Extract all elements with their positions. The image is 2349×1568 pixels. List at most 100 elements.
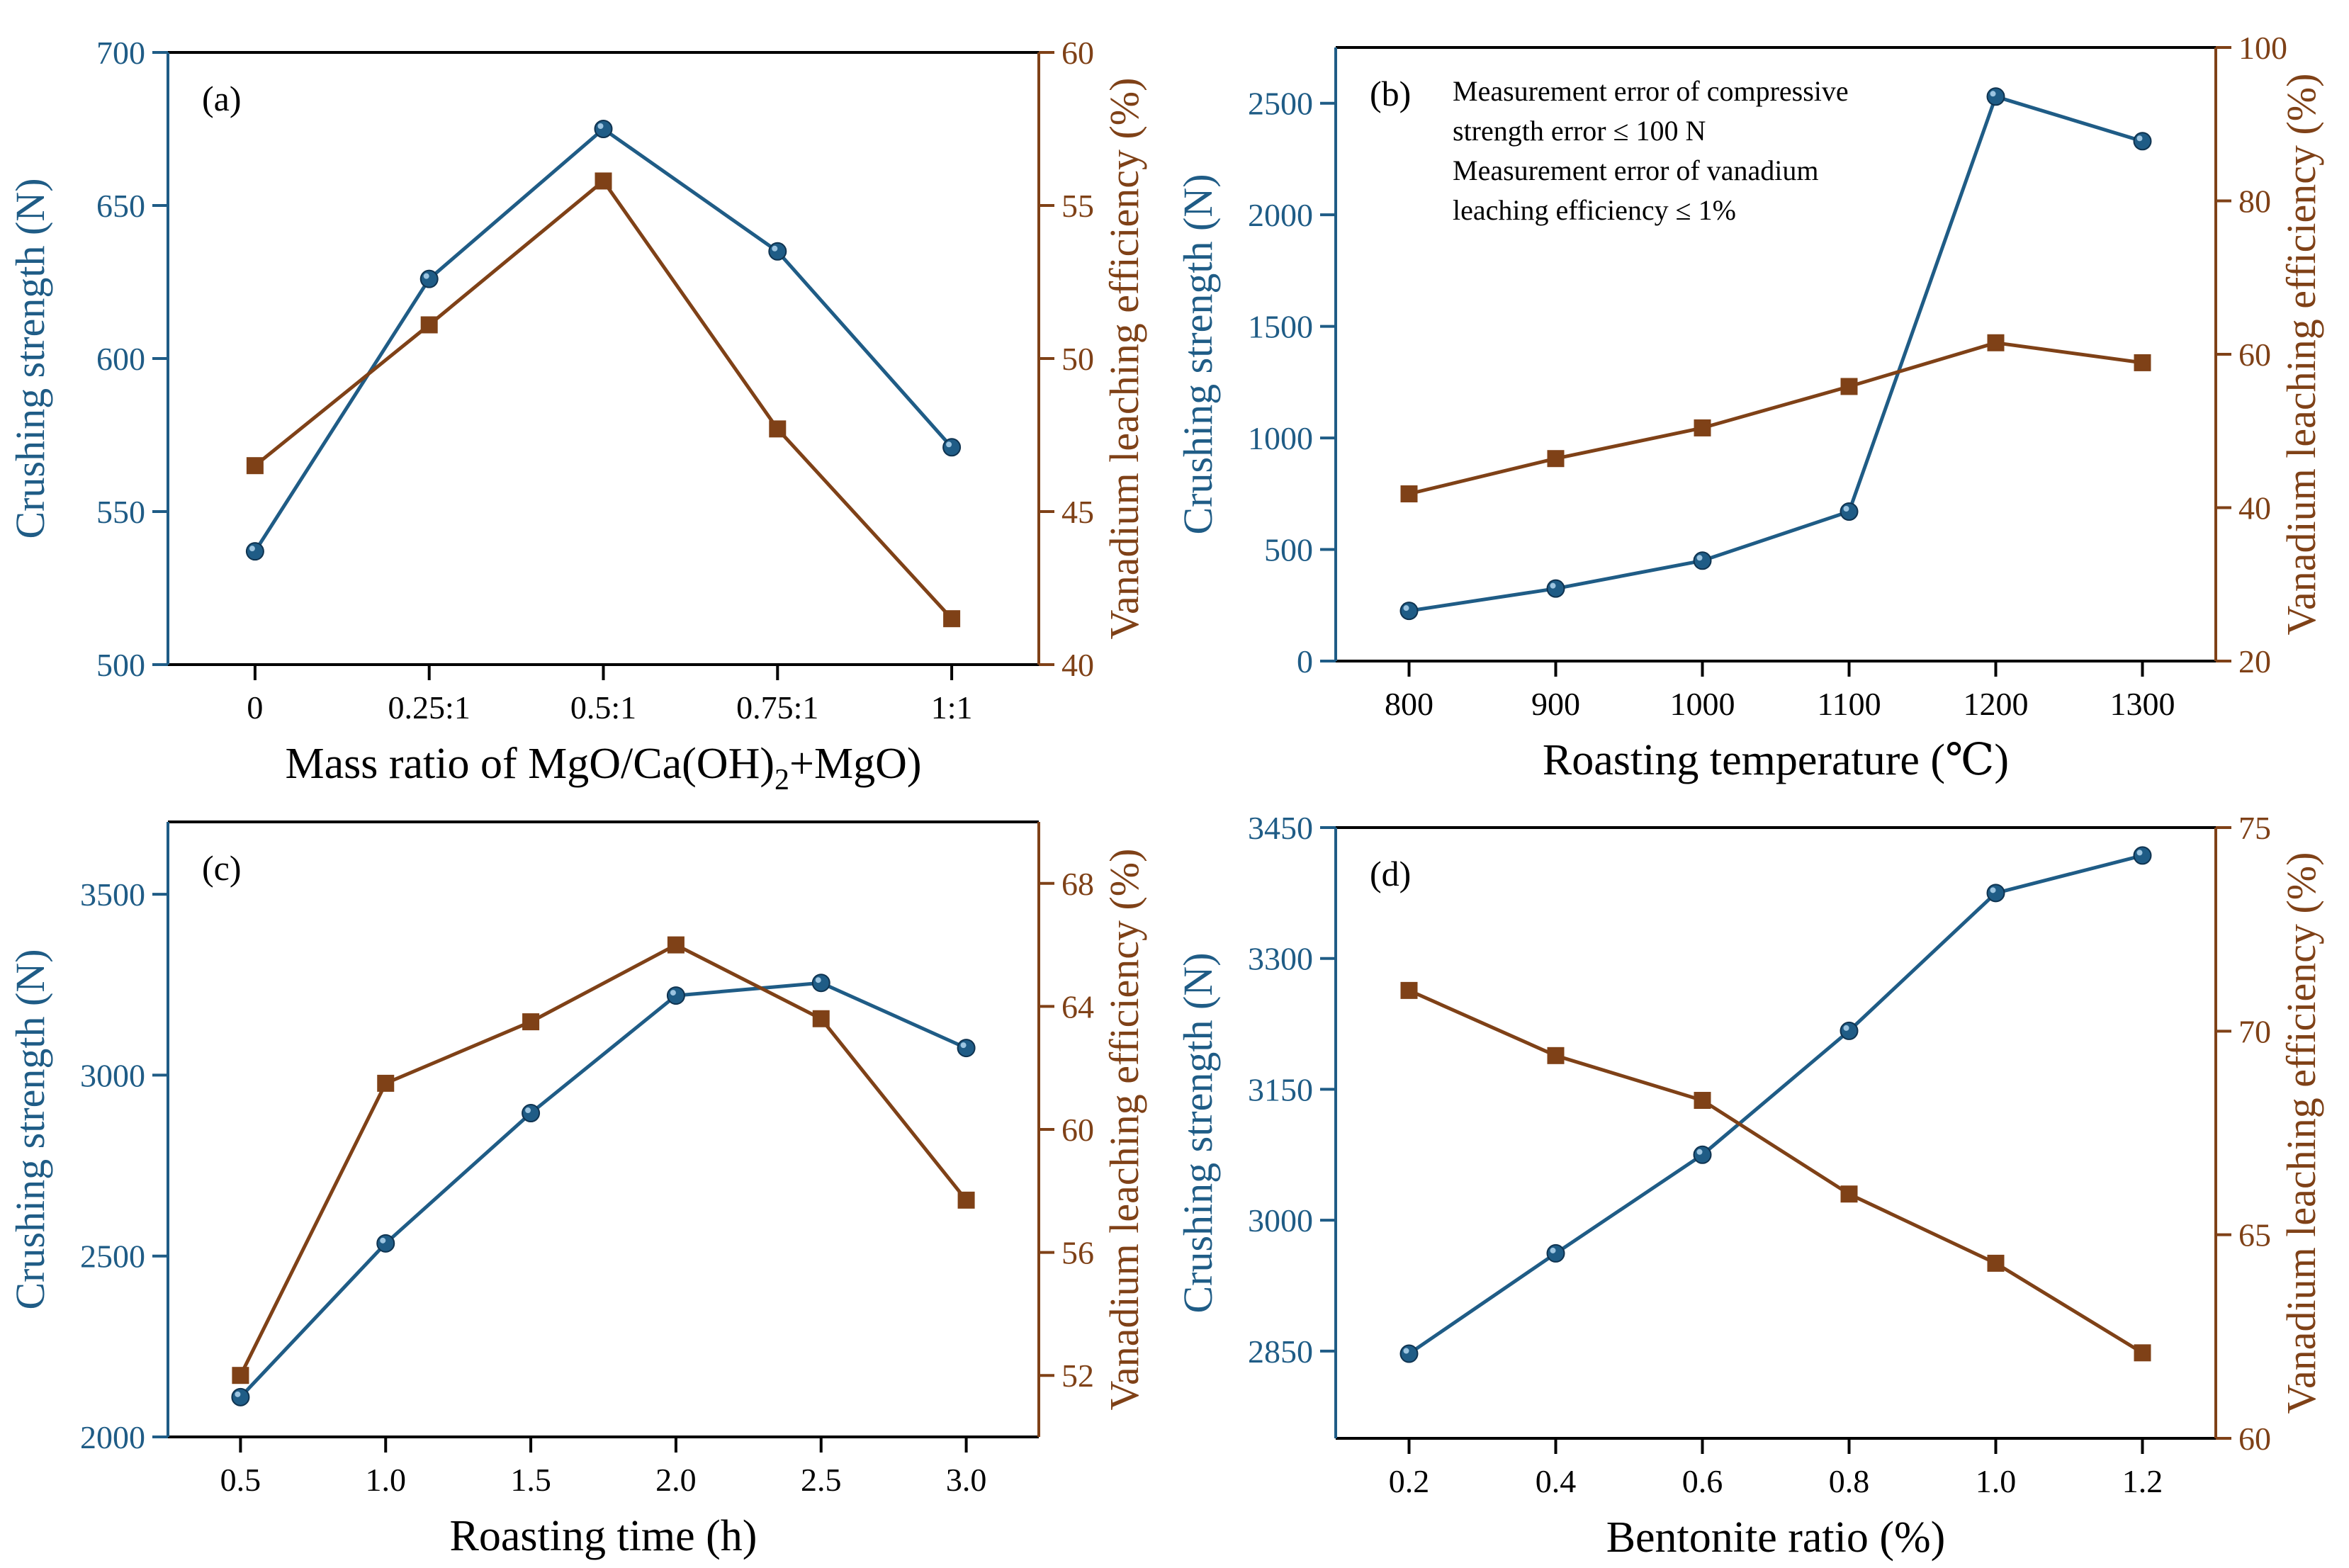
strength-data-point bbox=[2133, 132, 2152, 151]
x-tick-label: 0.75:1 bbox=[736, 689, 818, 726]
x-axis-title-subscript: 2 bbox=[774, 764, 789, 796]
left-y-tick-label: 2500 bbox=[1248, 86, 1313, 122]
x-axis-title: Roasting temperature (℃) bbox=[1543, 736, 2009, 784]
strength-point-highlight bbox=[1843, 1025, 1849, 1031]
left-y-tick-label: 3000 bbox=[80, 1057, 145, 1093]
strength-series-line bbox=[1408, 853, 2144, 1355]
left-y-tick-label: 2000 bbox=[80, 1419, 145, 1455]
leaching-series-line bbox=[1408, 341, 2143, 496]
right-y-tick-label: 55 bbox=[1061, 188, 1094, 224]
strength-data-point bbox=[1840, 502, 1859, 521]
left-y-tick-label: 3150 bbox=[1248, 1071, 1313, 1107]
chart-panel-b: 800 900 1000 1100 1200 1300 0 500 1000 1500 2000 25… bbox=[1175, 30, 2324, 784]
right-y-axis-title: Vanadium leaching efficiency (%) bbox=[1101, 78, 1147, 640]
leaching-series-line bbox=[254, 179, 953, 620]
strength-point-highlight bbox=[525, 1107, 531, 1114]
chart-panel-c: 0.5 1.0 1.5 2.0 2.5 3.0 2000 2500 3000 3500 52 56 60… bbox=[7, 820, 1147, 1560]
x-tick-label: 0.2 bbox=[1389, 1463, 1430, 1499]
strength-point-highlight bbox=[960, 1042, 967, 1049]
strength-data-point bbox=[1546, 579, 1565, 598]
strength-series-line bbox=[239, 981, 967, 1399]
x-tick-label: 900 bbox=[1531, 686, 1580, 722]
x-tick-label: 0.8 bbox=[1829, 1463, 1870, 1499]
leaching-data-point bbox=[943, 610, 961, 628]
x-axis-title-tail: +MgO) bbox=[789, 740, 922, 788]
x-tick-label: 2.0 bbox=[655, 1462, 697, 1498]
strength-point-highlight bbox=[380, 1237, 386, 1243]
right-y-tick-label: 60 bbox=[2238, 1421, 2271, 1457]
left-y-tick-label: 550 bbox=[96, 494, 145, 530]
strength-point-highlight bbox=[1550, 1247, 1556, 1253]
strength-point-highlight bbox=[1403, 1348, 1409, 1354]
leaching-data-point bbox=[957, 1191, 975, 1209]
right-y-tick-label: 60 bbox=[1061, 35, 1094, 71]
strength-point-highlight bbox=[1550, 582, 1556, 589]
right-y-tick-label: 75 bbox=[2238, 810, 2271, 846]
right-y-tick-label: 50 bbox=[1061, 341, 1094, 377]
strength-data-point bbox=[1399, 602, 1419, 621]
left-y-tick-label: 2000 bbox=[1248, 197, 1313, 233]
leaching-data-point bbox=[1840, 1185, 1858, 1203]
strength-data-point bbox=[2133, 846, 2152, 865]
left-y-tick-label: 700 bbox=[96, 35, 145, 71]
strength-data-point bbox=[419, 269, 439, 288]
strength-point-highlight bbox=[1990, 887, 1996, 893]
annotation-line: Measurement error of vanadium bbox=[1453, 154, 1818, 186]
strength-point-highlight bbox=[1403, 605, 1409, 611]
left-y-tick-label: 0 bbox=[1297, 643, 1313, 679]
strength-point-highlight bbox=[2136, 135, 2143, 142]
right-y-tick-label: 52 bbox=[1061, 1358, 1094, 1394]
x-tick-label: 800 bbox=[1385, 686, 1433, 722]
strength-data-point bbox=[768, 242, 787, 261]
left-y-tick-label: 650 bbox=[96, 188, 145, 224]
leaching-data-point bbox=[377, 1074, 395, 1092]
x-tick-label: 0.6 bbox=[1682, 1463, 1723, 1499]
chart-panel-d: 0.2 0.4 0.6 0.8 1.0 1.2 2850 3000 3150 3300 3450 60… bbox=[1175, 810, 2324, 1562]
right-y-tick-label: 80 bbox=[2238, 184, 2271, 220]
strength-data-point bbox=[231, 1387, 250, 1406]
right-y-tick-label: 68 bbox=[1061, 866, 1094, 902]
right-y-axis-title: Vanadium leaching efficiency (%) bbox=[2278, 74, 2324, 636]
x-tick-label: 0.25:1 bbox=[388, 689, 471, 726]
panel-label: (b) bbox=[1370, 74, 1411, 113]
left-y-tick-label: 1500 bbox=[1248, 309, 1313, 345]
strength-data-point bbox=[942, 438, 962, 457]
strength-data-point bbox=[1840, 1021, 1859, 1040]
strength-point-highlight bbox=[1696, 555, 1703, 561]
strength-point-highlight bbox=[1990, 91, 1996, 97]
right-y-tick-label: 65 bbox=[2238, 1217, 2271, 1253]
leaching-data-point bbox=[420, 316, 438, 334]
strength-data-point bbox=[1693, 1145, 1712, 1164]
strength-point-highlight bbox=[249, 546, 255, 552]
leaching-data-point bbox=[232, 1367, 249, 1384]
strength-point-highlight bbox=[2136, 850, 2143, 856]
leaching-data-point bbox=[1547, 1047, 1565, 1064]
x-axis-title-main: Roasting temperature (℃) bbox=[1543, 736, 2009, 784]
leaching-data-point bbox=[522, 1013, 540, 1031]
x-tick-label: 1100 bbox=[1817, 686, 1881, 722]
annotation-line: strength error ≤ 100 N bbox=[1453, 115, 1706, 147]
strength-point-highlight bbox=[423, 273, 429, 279]
leaching-data-point bbox=[667, 936, 685, 954]
left-y-axis-title: Crushing strength (N) bbox=[7, 178, 53, 538]
leaching-data-point bbox=[812, 1010, 830, 1027]
strength-data-point bbox=[666, 986, 685, 1005]
leaching-data-point bbox=[2134, 1344, 2151, 1362]
leaching-data-point bbox=[1694, 419, 1711, 436]
x-axis-title-main: Roasting time (h) bbox=[450, 1512, 757, 1560]
leaching-data-point bbox=[1400, 485, 1418, 503]
right-y-axis-title: Vanadium leaching efficiency (%) bbox=[1101, 849, 1147, 1411]
strength-data-point bbox=[1546, 1243, 1565, 1263]
leaching-data-point bbox=[595, 172, 612, 190]
strength-data-point bbox=[1693, 551, 1712, 570]
x-tick-label: 1.0 bbox=[1976, 1463, 2017, 1499]
leaching-data-point bbox=[1840, 378, 1858, 395]
x-tick-label: 0 bbox=[247, 689, 263, 726]
leaching-data-point bbox=[1400, 981, 1418, 999]
panel-label: (d) bbox=[1370, 854, 1411, 893]
x-tick-label: 0.4 bbox=[1536, 1463, 1577, 1499]
leaching-series-line bbox=[239, 943, 968, 1377]
right-y-tick-label: 60 bbox=[1061, 1112, 1094, 1148]
strength-point-highlight bbox=[1696, 1149, 1703, 1155]
